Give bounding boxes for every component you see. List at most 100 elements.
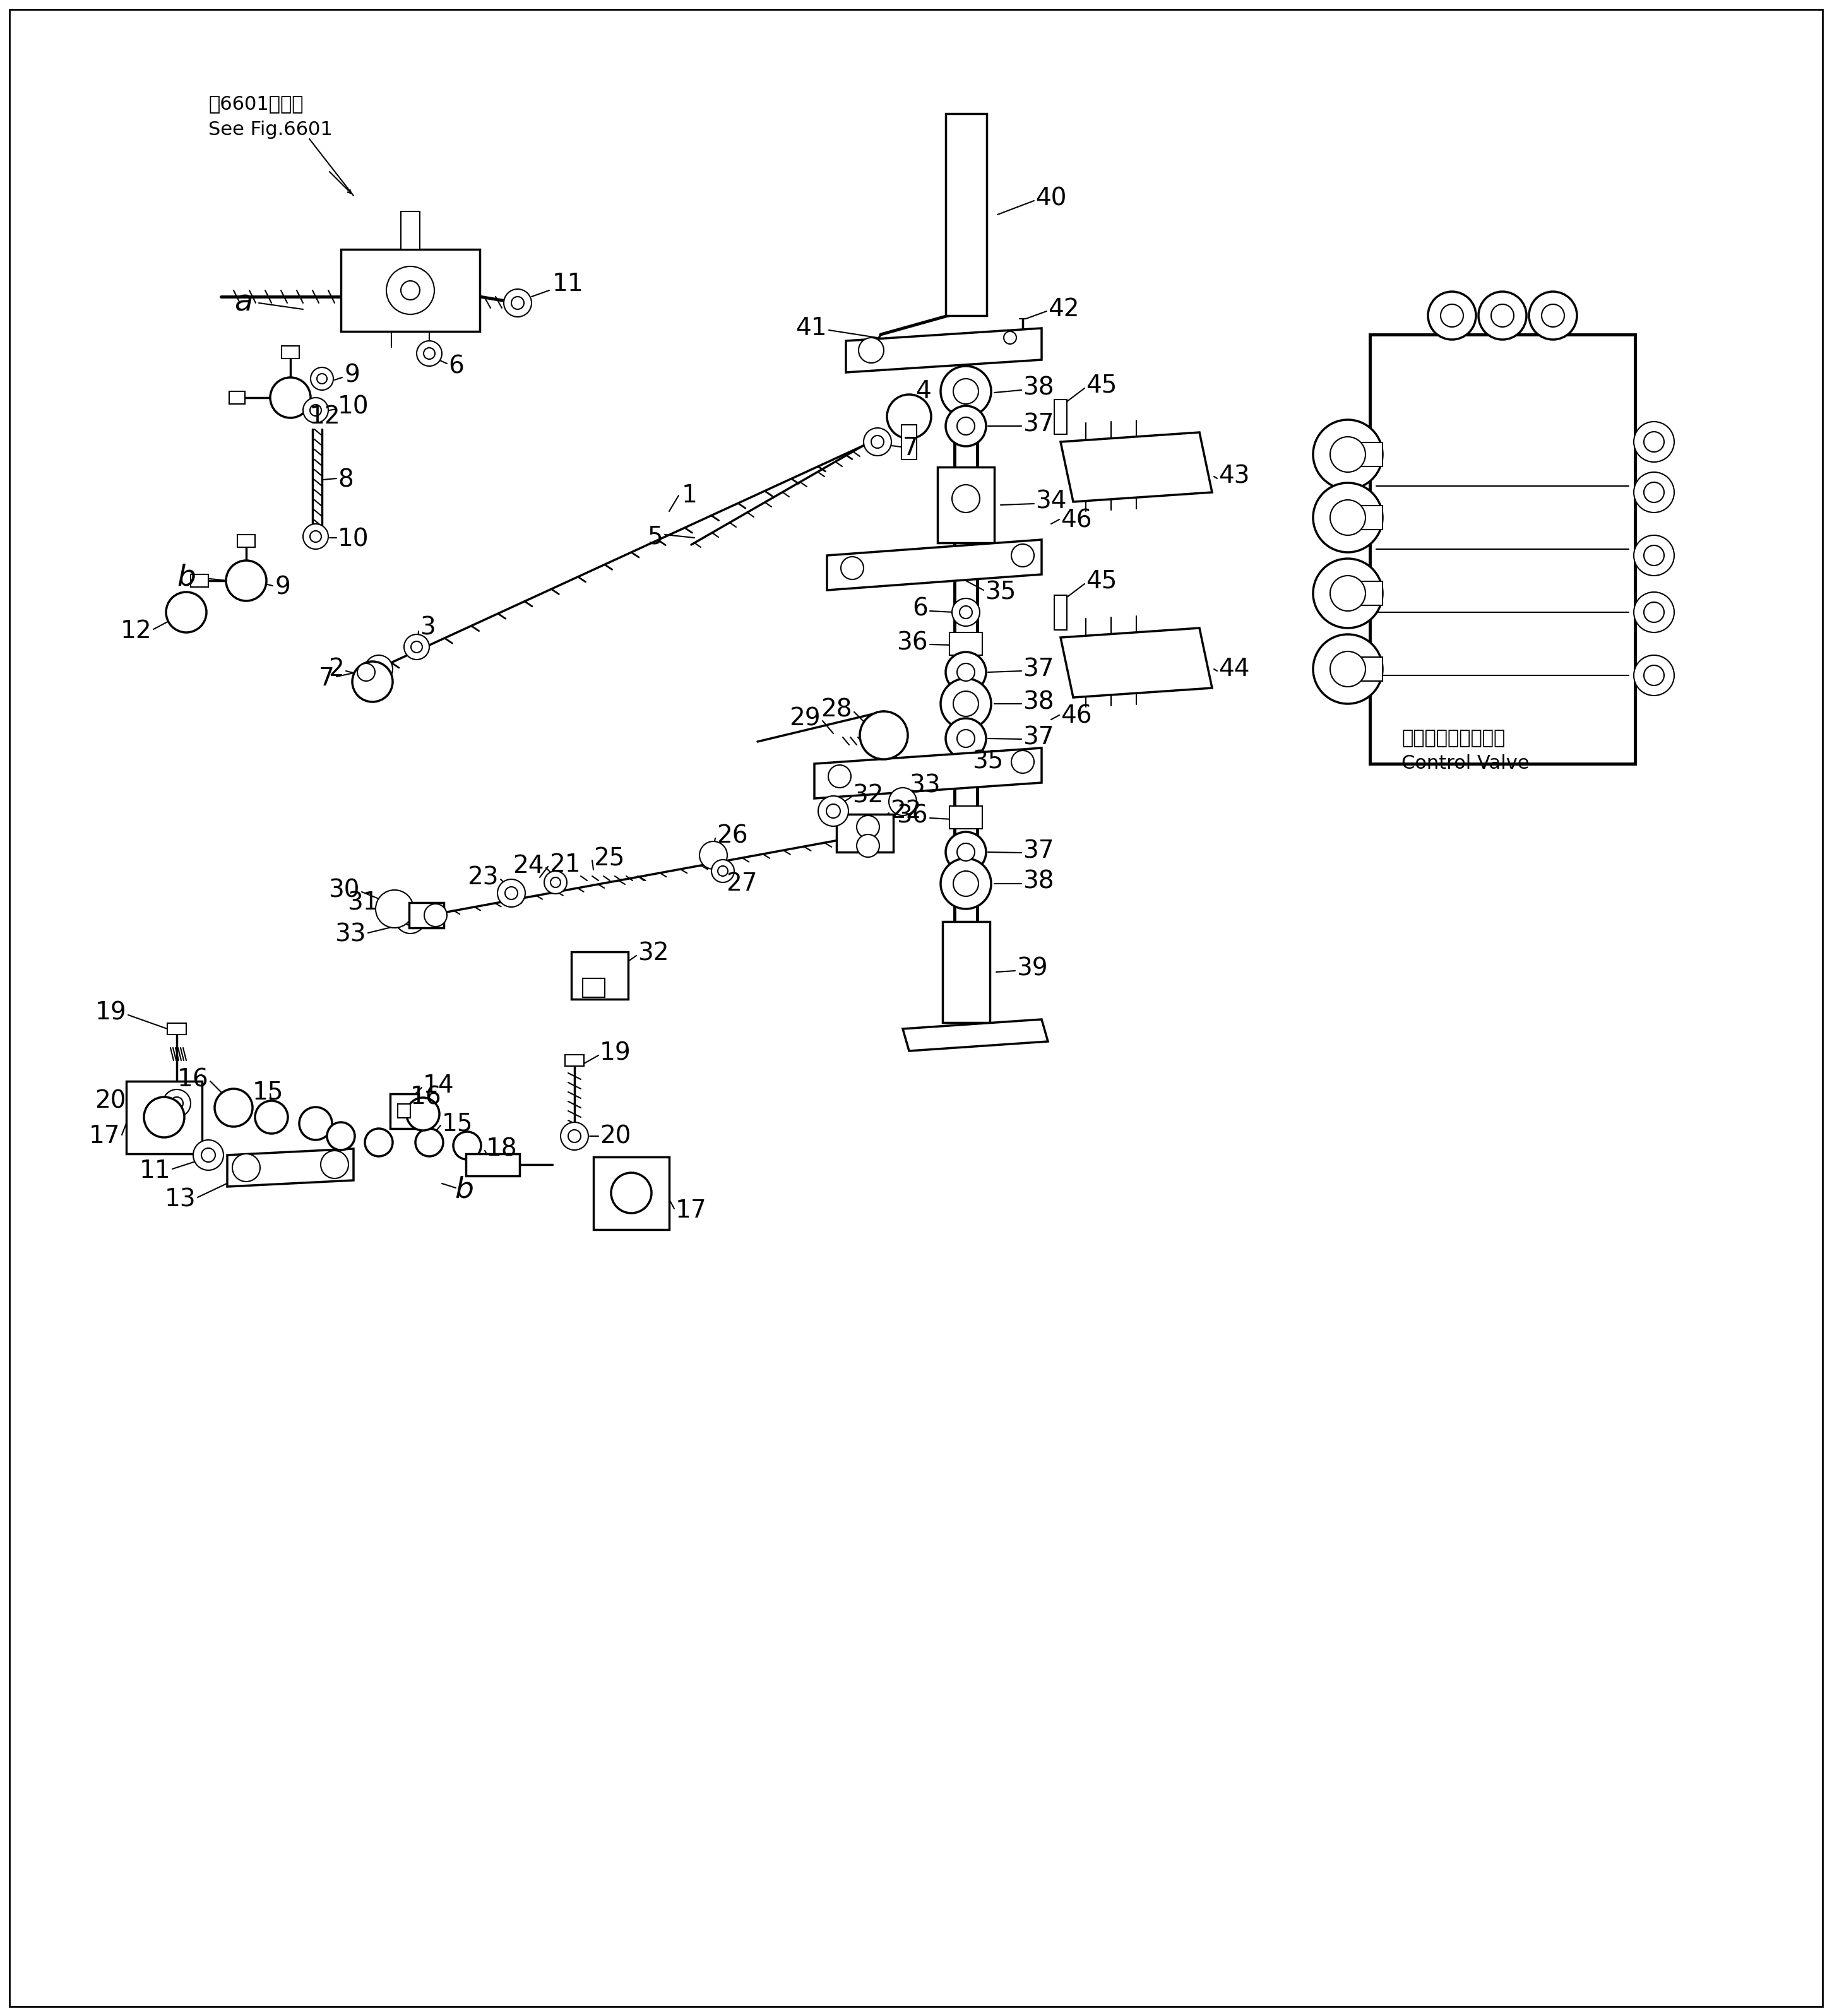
Text: 2: 2 (328, 657, 344, 681)
Bar (1348, 581, 1381, 605)
Circle shape (233, 1153, 260, 1181)
Circle shape (1634, 472, 1674, 512)
Circle shape (1491, 304, 1513, 327)
Text: 17: 17 (88, 1125, 119, 1149)
Circle shape (317, 373, 326, 383)
Circle shape (1643, 482, 1663, 502)
Text: 17: 17 (676, 1200, 707, 1222)
Text: 32: 32 (638, 941, 669, 966)
Text: 6: 6 (912, 597, 929, 621)
Circle shape (612, 1173, 652, 1214)
Circle shape (1634, 593, 1674, 633)
Text: 13: 13 (165, 1187, 196, 1212)
Polygon shape (846, 329, 1042, 373)
Bar (942, 921, 989, 1022)
Bar (390, 1093, 418, 1129)
Text: 1: 1 (682, 484, 698, 508)
Text: 14: 14 (423, 1075, 454, 1097)
Circle shape (255, 1101, 288, 1133)
Circle shape (302, 397, 328, 423)
Circle shape (945, 718, 986, 758)
Circle shape (953, 599, 980, 627)
Circle shape (416, 341, 442, 367)
Circle shape (1530, 292, 1577, 339)
Text: 37: 37 (1022, 657, 1053, 681)
Text: 20: 20 (599, 1125, 630, 1149)
Circle shape (940, 679, 991, 730)
Circle shape (504, 288, 531, 317)
Circle shape (299, 1107, 332, 1139)
Text: See Fig.6601: See Fig.6601 (209, 121, 333, 139)
Bar (901, 425, 916, 460)
Circle shape (841, 556, 863, 579)
Text: 42: 42 (1048, 296, 1079, 321)
Text: 11: 11 (553, 272, 584, 296)
Circle shape (416, 1129, 443, 1157)
Circle shape (506, 887, 518, 899)
Bar (465, 1153, 518, 1175)
Circle shape (1011, 750, 1033, 774)
Bar (191, 575, 209, 587)
Text: b: b (176, 562, 196, 593)
Text: 25: 25 (594, 847, 625, 871)
Circle shape (1440, 304, 1464, 327)
Text: 34: 34 (1035, 490, 1066, 514)
Text: b: b (454, 1175, 473, 1204)
Text: 23: 23 (467, 865, 498, 889)
Circle shape (401, 280, 420, 300)
Text: 9: 9 (344, 363, 359, 387)
Text: 10: 10 (337, 395, 368, 419)
Circle shape (819, 796, 848, 827)
Circle shape (302, 524, 328, 548)
Bar (341, 250, 480, 331)
Circle shape (163, 1089, 191, 1117)
Circle shape (310, 405, 321, 415)
Bar (126, 1081, 202, 1153)
Text: 16: 16 (410, 1085, 442, 1109)
Text: 38: 38 (1022, 689, 1053, 714)
Circle shape (145, 1097, 185, 1137)
Circle shape (956, 663, 975, 681)
Text: 19: 19 (599, 1040, 632, 1064)
Circle shape (828, 764, 852, 788)
Circle shape (311, 367, 333, 389)
Circle shape (1330, 437, 1365, 472)
Bar (594, 1157, 669, 1230)
Bar (401, 212, 420, 250)
Text: 15: 15 (253, 1081, 284, 1105)
Circle shape (826, 804, 841, 818)
Circle shape (403, 911, 418, 925)
Circle shape (953, 691, 978, 716)
Circle shape (945, 651, 986, 691)
Text: 31: 31 (348, 891, 379, 915)
Circle shape (202, 1149, 216, 1161)
Circle shape (425, 903, 447, 927)
Text: 36: 36 (896, 631, 929, 655)
Circle shape (1314, 635, 1383, 704)
Bar (949, 806, 982, 829)
Text: 10: 10 (337, 528, 368, 552)
Circle shape (365, 655, 392, 683)
Text: 8: 8 (337, 468, 354, 492)
Bar (1053, 595, 1066, 629)
Circle shape (940, 859, 991, 909)
Polygon shape (826, 540, 1042, 591)
Circle shape (568, 1129, 581, 1143)
Text: 37: 37 (1022, 839, 1053, 863)
Circle shape (1004, 331, 1017, 345)
Circle shape (376, 889, 414, 927)
Text: 30: 30 (328, 879, 359, 901)
Text: 38: 38 (1022, 377, 1053, 399)
Text: 16: 16 (178, 1066, 209, 1091)
Circle shape (1634, 655, 1674, 696)
Circle shape (1634, 421, 1674, 462)
Circle shape (953, 379, 978, 403)
Circle shape (953, 484, 980, 512)
Circle shape (407, 1097, 440, 1131)
Circle shape (956, 417, 975, 435)
Circle shape (1541, 304, 1565, 327)
Circle shape (170, 1097, 183, 1109)
Circle shape (405, 635, 429, 659)
Text: 29: 29 (790, 706, 821, 730)
Bar (945, 113, 986, 317)
